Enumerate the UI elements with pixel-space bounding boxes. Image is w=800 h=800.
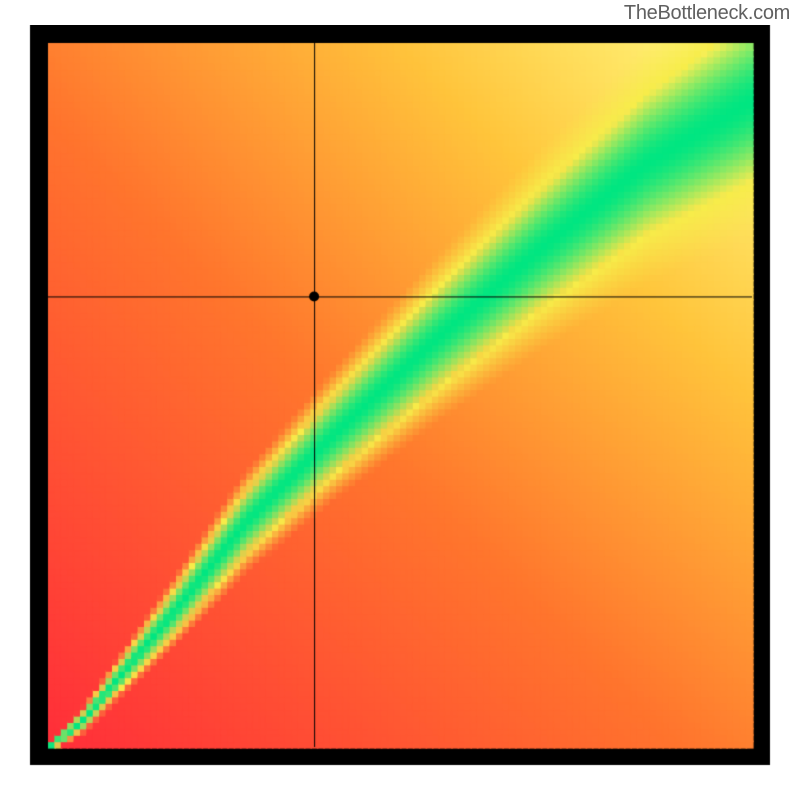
attribution-text: TheBottleneck.com	[0, 0, 800, 25]
heatmap-canvas	[0, 25, 800, 795]
heatmap-container	[0, 25, 800, 795]
